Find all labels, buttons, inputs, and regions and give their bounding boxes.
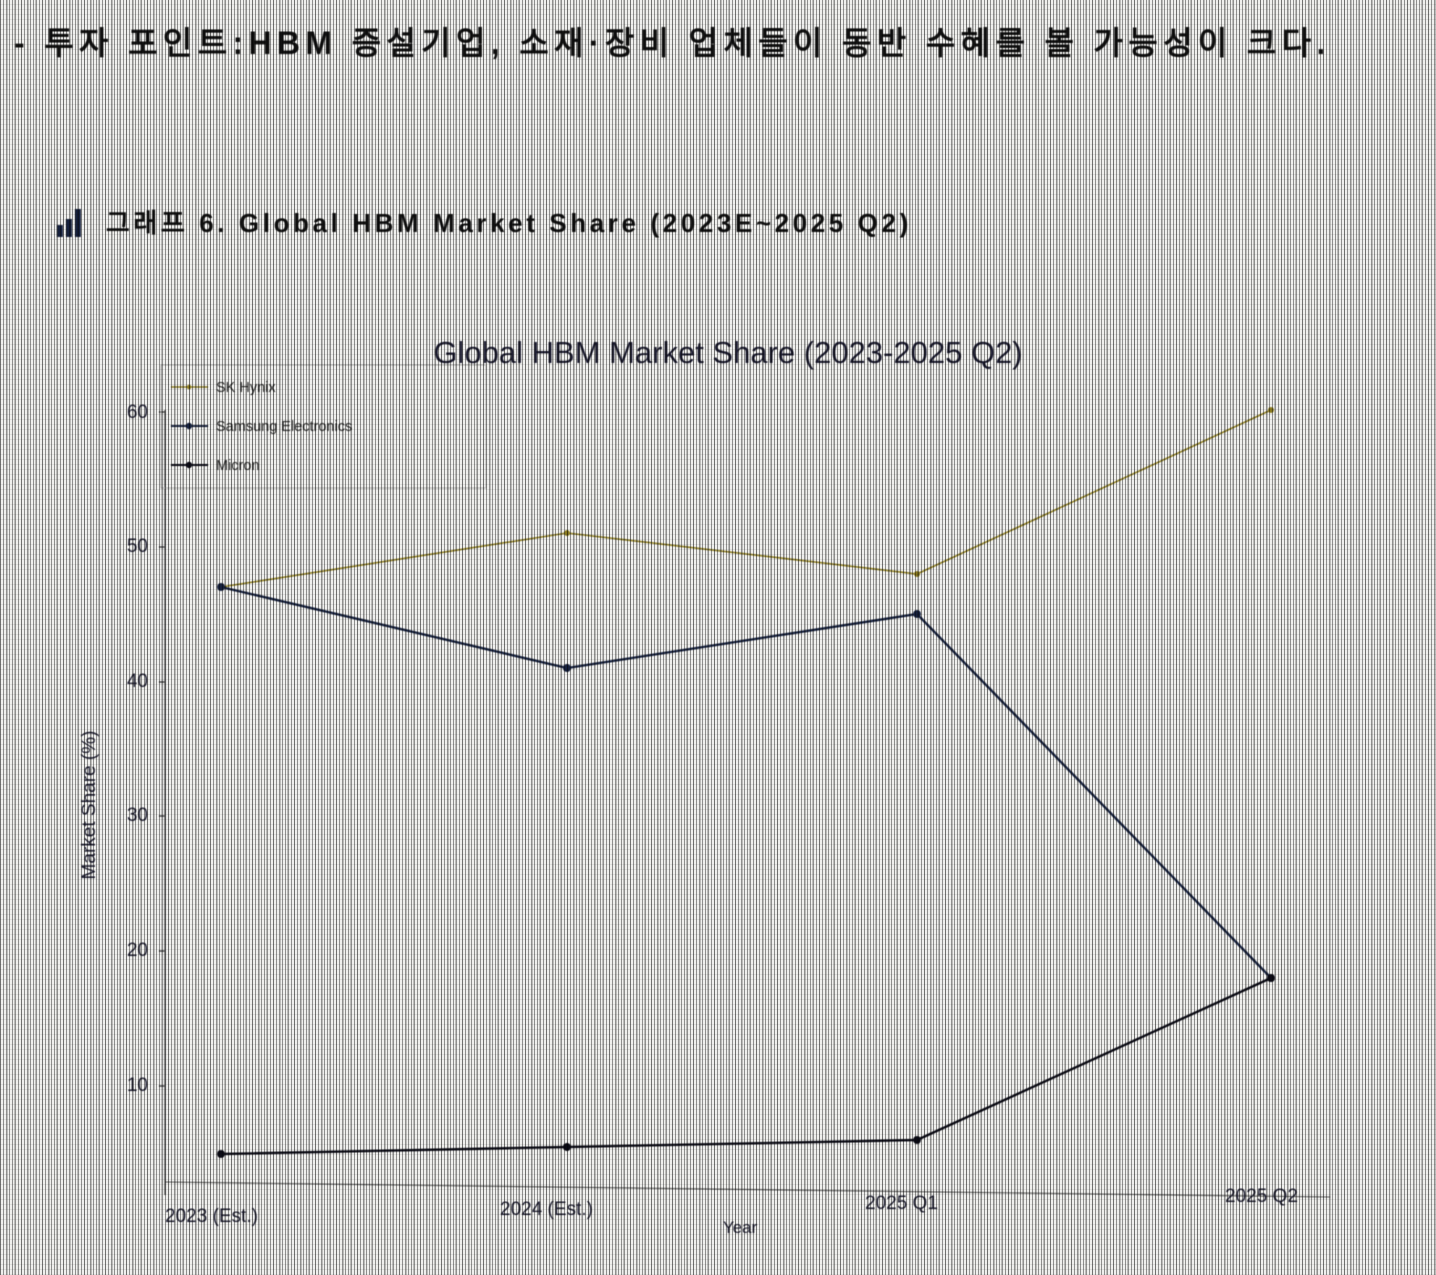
svg-text:2023 (Est.): 2023 (Est.) bbox=[165, 1206, 258, 1227]
svg-text:60: 60 bbox=[127, 402, 148, 423]
svg-text:Global HBM Market Share (2023-: Global HBM Market Share (2023-2025 Q2) bbox=[433, 335, 1022, 370]
svg-text:Micron: Micron bbox=[216, 458, 260, 474]
svg-text:2025 Q1: 2025 Q1 bbox=[865, 1193, 938, 1214]
svg-text:20: 20 bbox=[127, 940, 148, 961]
svg-text:10: 10 bbox=[127, 1075, 148, 1096]
svg-text:2025 Q2: 2025 Q2 bbox=[1225, 1186, 1298, 1207]
svg-text:Market Share (%): Market Share (%) bbox=[79, 731, 100, 880]
svg-text:Year: Year bbox=[723, 1218, 758, 1237]
svg-text:SK Hynix: SK Hynix bbox=[216, 380, 276, 396]
svg-text:30: 30 bbox=[127, 805, 148, 826]
svg-text:Samsung Electronics: Samsung Electronics bbox=[216, 419, 352, 435]
svg-text:2024 (Est.): 2024 (Est.) bbox=[500, 1199, 593, 1220]
svg-text:40: 40 bbox=[127, 671, 148, 692]
svg-text:50: 50 bbox=[127, 536, 148, 557]
